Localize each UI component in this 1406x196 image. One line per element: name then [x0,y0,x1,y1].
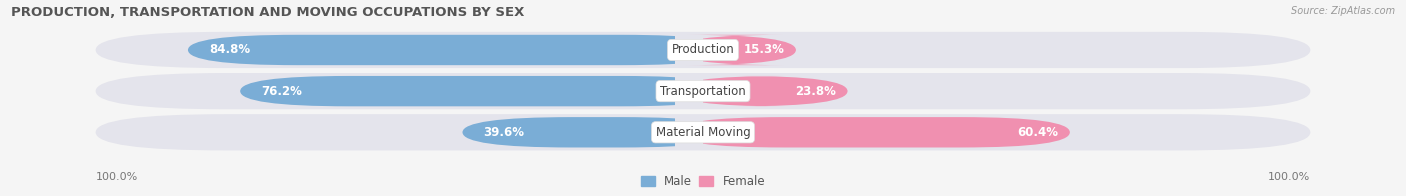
Text: Production: Production [672,44,734,56]
Text: 76.2%: 76.2% [262,85,302,98]
Bar [675,35,703,65]
Text: 60.4%: 60.4% [1018,126,1059,139]
FancyBboxPatch shape [188,35,731,65]
Text: 23.8%: 23.8% [796,85,837,98]
Bar [703,35,731,65]
Text: Transportation: Transportation [661,85,745,98]
FancyBboxPatch shape [675,35,796,65]
Bar [675,76,703,106]
Text: 84.8%: 84.8% [209,44,250,56]
FancyBboxPatch shape [463,117,731,148]
Legend: Male, Female: Male, Female [641,175,765,188]
Text: 100.0%: 100.0% [1268,172,1310,182]
Text: 100.0%: 100.0% [96,172,138,182]
Text: Material Moving: Material Moving [655,126,751,139]
Text: Source: ZipAtlas.com: Source: ZipAtlas.com [1291,6,1395,16]
FancyBboxPatch shape [96,114,1310,151]
Text: PRODUCTION, TRANSPORTATION AND MOVING OCCUPATIONS BY SEX: PRODUCTION, TRANSPORTATION AND MOVING OC… [11,6,524,19]
FancyBboxPatch shape [675,76,848,106]
Text: 15.3%: 15.3% [744,44,785,56]
FancyBboxPatch shape [96,32,1310,68]
FancyBboxPatch shape [675,117,1070,148]
Bar [703,76,731,106]
Bar [675,117,703,148]
FancyBboxPatch shape [96,73,1310,109]
Text: 39.6%: 39.6% [484,126,524,139]
Bar [703,117,731,148]
FancyBboxPatch shape [240,76,731,106]
